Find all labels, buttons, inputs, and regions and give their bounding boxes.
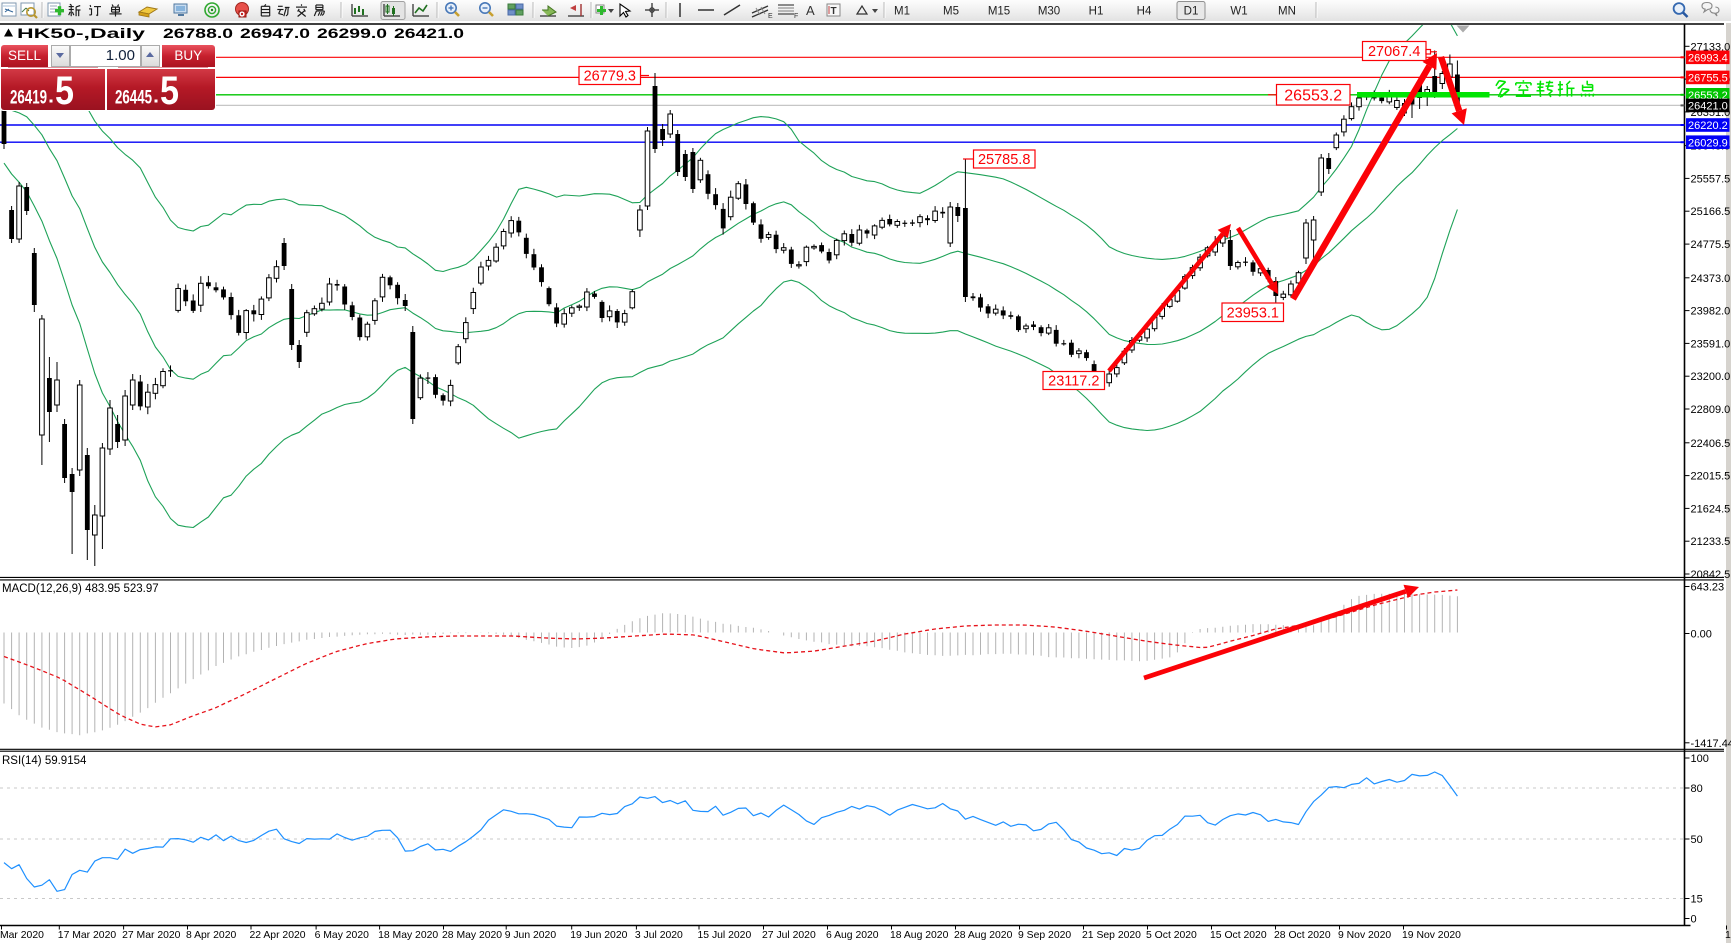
svg-text:RSI(14) 59.9154: RSI(14) 59.9154 [2,755,87,767]
svg-text:6 Aug 2020: 6 Aug 2020 [826,930,879,941]
svg-text:W1: W1 [1230,6,1247,18]
svg-text:27067.4: 27067.4 [1368,44,1420,60]
svg-text:MACD(12,26,9) 483.95 523.97: MACD(12,26,9) 483.95 523.97 [2,583,159,595]
svg-text:8 Apr 2020: 8 Apr 2020 [186,930,236,941]
svg-text:D1: D1 [1184,6,1199,18]
svg-text:26947.0: 26947.0 [240,26,310,41]
svg-text:23953.1: 23953.1 [1227,306,1279,322]
svg-text:25166.5: 25166.5 [1691,206,1731,218]
svg-text:-1417.44: -1417.44 [1691,738,1731,750]
svg-text:26445: 26445 [115,87,152,108]
svg-text:Mar 2020: Mar 2020 [0,930,44,941]
svg-text:19 Nov 2020: 19 Nov 2020 [1402,930,1461,941]
svg-text:15: 15 [1691,894,1703,906]
svg-text:H4: H4 [1137,6,1152,18]
svg-text:28 Oct 2020: 28 Oct 2020 [1274,930,1331,941]
svg-text:18 May 2020: 18 May 2020 [378,930,438,941]
svg-text:23591.0: 23591.0 [1691,338,1731,350]
svg-text:26419: 26419 [10,87,47,108]
svg-text:26755.5: 26755.5 [1688,73,1728,85]
svg-text:26421.0: 26421.0 [394,26,464,41]
svg-text:28 May 2020: 28 May 2020 [442,930,502,941]
svg-text:15 Jul 2020: 15 Jul 2020 [698,930,752,941]
svg-text:5: 5 [55,69,74,111]
svg-text:M5: M5 [943,6,959,18]
svg-text:22015.5: 22015.5 [1691,471,1731,483]
svg-text:9 Sep 2020: 9 Sep 2020 [1018,930,1071,941]
svg-text:3 Jul 2020: 3 Jul 2020 [635,930,683,941]
svg-text:100: 100 [1691,753,1709,765]
svg-text:26788.0: 26788.0 [163,26,233,41]
svg-text:15 Oct 2020: 15 Oct 2020 [1210,930,1267,941]
svg-text:26029.9: 26029.9 [1688,137,1728,149]
svg-text:M30: M30 [1038,6,1060,18]
svg-text:26220.2: 26220.2 [1688,120,1728,132]
svg-text:27 Mar 2020: 27 Mar 2020 [122,930,181,941]
svg-text:21233.5: 21233.5 [1691,536,1731,548]
svg-text:50: 50 [1691,834,1703,846]
svg-text:17 Mar 2020: 17 Mar 2020 [58,930,117,941]
svg-text:22809.0: 22809.0 [1691,404,1731,416]
svg-text:24373.0: 24373.0 [1691,273,1731,285]
svg-text:26421.0: 26421.0 [1688,101,1728,113]
svg-text:26779.3: 26779.3 [584,69,636,85]
svg-text:25557.5: 25557.5 [1691,173,1731,185]
svg-text:26553.2: 26553.2 [1284,88,1342,105]
svg-text:80: 80 [1691,783,1703,795]
svg-text:MN: MN [1278,6,1296,18]
svg-text:23200.0: 23200.0 [1691,371,1731,383]
svg-text:9 Jun 2020: 9 Jun 2020 [505,930,557,941]
svg-text:M1: M1 [894,6,910,18]
svg-text:A: A [806,3,815,18]
svg-text:0.00: 0.00 [1691,629,1712,641]
svg-text:5 Oct 2020: 5 Oct 2020 [1146,930,1197,941]
svg-text:F: F [794,13,798,20]
svg-text:24775.5: 24775.5 [1691,239,1731,251]
svg-text:20842.5: 20842.5 [1691,569,1731,581]
svg-text:5: 5 [160,69,179,111]
svg-text:9 Nov 2020: 9 Nov 2020 [1338,930,1391,941]
svg-text:26993.4: 26993.4 [1688,53,1728,65]
svg-text:21 Sep 2020: 21 Sep 2020 [1082,930,1141,941]
svg-text:E: E [768,13,773,20]
svg-text:26299.0: 26299.0 [317,26,387,41]
svg-text:21624.5: 21624.5 [1691,503,1731,515]
svg-text:1: 1 [1725,930,1731,941]
svg-text:H1: H1 [1089,6,1104,18]
svg-text:0: 0 [1691,914,1697,926]
svg-text:T: T [830,6,836,17]
svg-text:19 Jun 2020: 19 Jun 2020 [570,930,627,941]
svg-text:22406.5: 22406.5 [1691,438,1731,450]
svg-text:23117.2: 23117.2 [1048,374,1099,390]
svg-text:M15: M15 [988,6,1010,18]
svg-text:6 May 2020: 6 May 2020 [315,930,370,941]
svg-text:HK50-,Daily: HK50-,Daily [17,26,146,41]
svg-text:643.23: 643.23 [1691,582,1725,594]
svg-text:28 Aug 2020: 28 Aug 2020 [954,930,1013,941]
svg-text:23982.0: 23982.0 [1691,306,1731,318]
svg-text:27133.0: 27133.0 [1691,41,1731,53]
svg-text:27 Jul 2020: 27 Jul 2020 [762,930,816,941]
svg-text:18 Aug 2020: 18 Aug 2020 [890,930,949,941]
svg-text:25785.8: 25785.8 [978,152,1030,168]
svg-text:22 Apr 2020: 22 Apr 2020 [250,930,306,941]
